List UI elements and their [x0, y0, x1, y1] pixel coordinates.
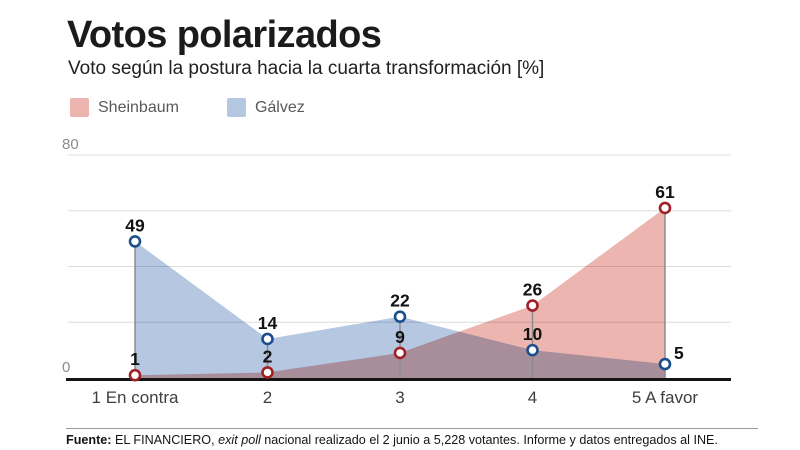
value-label-sheinbaum-4: 26	[523, 280, 543, 300]
marker-gálvez-5	[658, 357, 672, 371]
x-category-label-3: 3	[395, 388, 404, 407]
value-label-gálvez-4: 10	[523, 324, 543, 344]
x-category-label-2: 2	[263, 388, 272, 407]
chart-subtitle: Voto según la postura hacia la cuarta tr…	[68, 58, 545, 79]
legend: Sheinbaum Gálvez	[70, 98, 305, 117]
y-tick-label-80: 80	[62, 136, 79, 153]
x-category-label-5: 5 A favor	[632, 388, 698, 407]
value-label-sheinbaum-5: 61	[655, 182, 675, 202]
legend-item-galvez: Gálvez	[226, 98, 305, 117]
marker-sheinbaum-1	[128, 368, 142, 382]
marker-sheinbaum-2	[261, 366, 274, 379]
source-label: Fuente:	[66, 433, 112, 447]
marker-gálvez-3	[393, 310, 407, 323]
y-tick-label-0: 0	[62, 359, 70, 376]
value-label-gálvez-5: 5	[674, 343, 684, 363]
marker-gálvez-4	[526, 343, 539, 357]
x-category-label-4: 4	[528, 388, 537, 407]
marker-sheinbaum-4	[526, 299, 539, 312]
value-label-gálvez-1: 49	[125, 215, 145, 235]
marker-sheinbaum-5	[658, 201, 672, 215]
source-text-italic: exit poll	[218, 433, 261, 447]
value-label-sheinbaum-3: 9	[395, 327, 405, 347]
page-title: Votos polarizados	[67, 14, 382, 56]
legend-label-sheinbaum: Sheinbaum	[98, 98, 179, 116]
marker-gálvez-1	[128, 235, 142, 248]
galvez-swatch-icon	[226, 98, 246, 117]
value-label-sheinbaum-1: 1	[130, 349, 140, 369]
legend-item-sheinbaum: Sheinbaum	[70, 98, 179, 117]
value-label-sheinbaum-2: 2	[263, 346, 273, 366]
x-category-label-1: 1 En contra	[92, 388, 179, 407]
value-label-gálvez-3: 22	[390, 291, 410, 311]
marker-sheinbaum-3	[393, 346, 407, 360]
sheinbaum-swatch-icon	[70, 98, 89, 117]
source-text-pre: EL FINANCIERO,	[111, 433, 219, 447]
source-note: Fuente: EL FINANCIERO, exit poll naciona…	[66, 428, 758, 449]
source-text-post: nacional realizado el 2 junio a 5,228 vo…	[260, 433, 718, 447]
value-label-gálvez-2: 14	[258, 313, 278, 333]
marker-gálvez-2	[261, 332, 274, 346]
legend-label-galvez: Gálvez	[254, 98, 305, 116]
